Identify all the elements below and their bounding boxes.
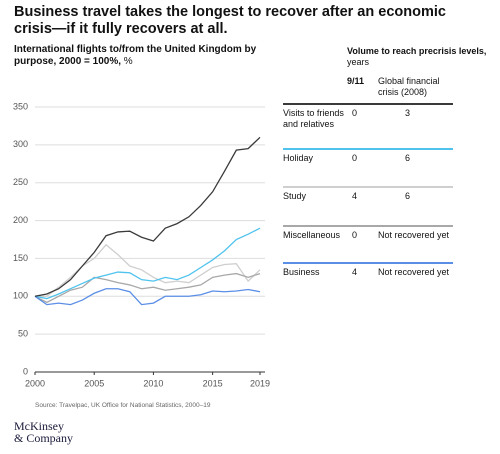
series-line	[35, 243, 261, 297]
row-label: Holiday	[283, 153, 314, 163]
x-tick-label: 2000	[25, 378, 45, 388]
y-tick-label: 100	[13, 291, 28, 301]
row-label: Visits to friends and relatives	[283, 108, 344, 129]
series-line	[34, 272, 261, 304]
row-label: Business	[283, 267, 320, 277]
subtitle: International flights to/from the United…	[14, 44, 264, 68]
chart: 0 50 100 150 200 250 300 350 2000 2005 2010 2015 201…	[13, 101, 270, 388]
cell: 4	[352, 191, 358, 201]
row-line	[283, 186, 453, 188]
row-label: Study	[283, 191, 307, 201]
x-tick-label: 2005	[84, 378, 104, 388]
x-tick-label: 2015	[203, 378, 223, 388]
column-header: 9/11	[347, 76, 365, 86]
y-tick-label: 200	[13, 215, 28, 225]
y-tick-label: 50	[18, 329, 28, 339]
row-line	[283, 262, 453, 264]
table-heading: Volume to reach precrisis levels, years	[347, 46, 487, 68]
subtitle-text: International flights to/from the United…	[14, 44, 257, 67]
logo: McKinsey & Company	[14, 420, 73, 444]
subtitle-unit: %	[123, 56, 133, 67]
column-header: Global financial crisis (2008)	[378, 76, 440, 97]
cell: 0	[352, 108, 358, 118]
row-line	[283, 148, 453, 150]
y-tick-label: 350	[13, 101, 28, 111]
y-tick-label: 250	[13, 177, 28, 187]
x-tick-label: 2010	[143, 378, 163, 388]
cell: 0	[352, 153, 358, 163]
logo-line: & Company	[14, 431, 73, 445]
cell: 6	[405, 191, 411, 201]
source: Source: Travelpac, UK Office for Nationa…	[35, 402, 211, 409]
y-tick-label: 0	[23, 366, 28, 376]
y-tick-label: 150	[13, 253, 28, 263]
title: Business travel takes the longest to rec…	[14, 4, 446, 37]
y-tick-label: 300	[13, 139, 28, 149]
heading-unit: years	[347, 57, 370, 67]
row-line	[283, 103, 453, 105]
logo-line: McKinsey	[14, 419, 64, 433]
cell: 0	[352, 230, 358, 240]
row-line	[283, 225, 453, 227]
cell: 3	[405, 108, 411, 118]
cell: 4	[352, 267, 358, 277]
cell: Not recovered yet	[378, 267, 450, 277]
cell: Not recovered yet	[378, 230, 450, 240]
cell: 6	[405, 153, 411, 163]
series-line	[34, 288, 261, 306]
heading-text: Volume to reach precrisis levels,	[347, 46, 487, 56]
x-tick-label: 2019	[250, 378, 270, 388]
row-label: Miscellaneous	[283, 230, 341, 240]
series-line	[34, 227, 261, 300]
series-line	[34, 136, 261, 297]
